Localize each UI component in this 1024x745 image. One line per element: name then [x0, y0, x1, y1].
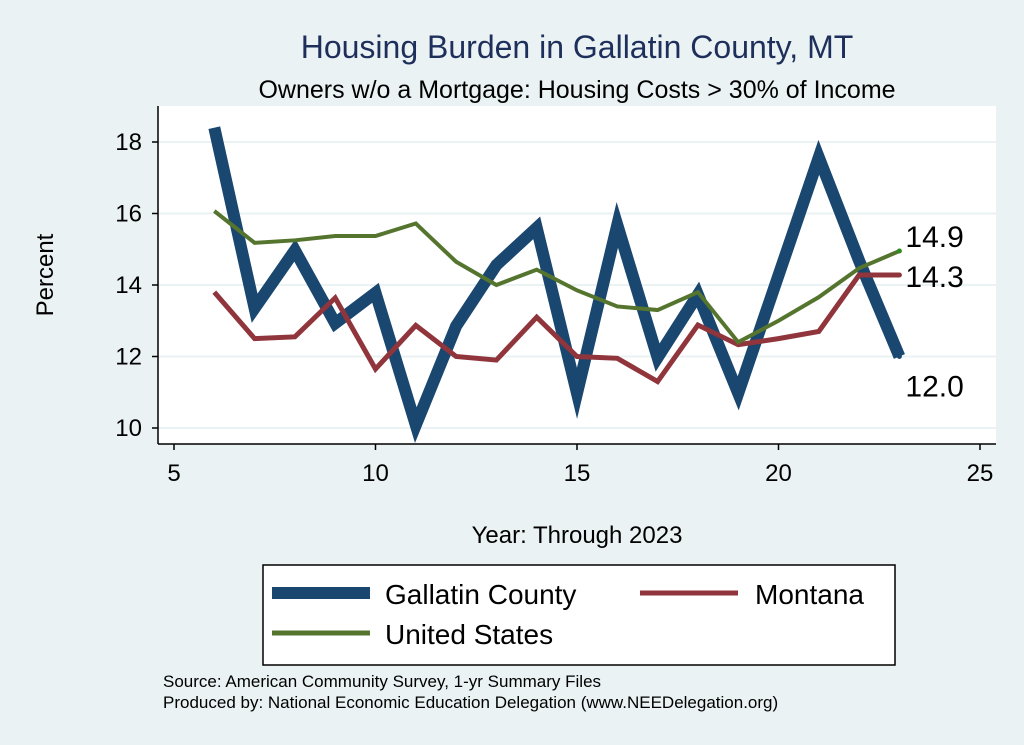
x-tick-label-20: 20 — [765, 460, 792, 487]
source-note: Source: American Community Survey, 1-yr … — [163, 672, 601, 691]
legend-box — [262, 564, 896, 666]
end-label-united-states: 14.9 — [905, 221, 963, 254]
x-axis-title: Year: Through 2023 — [472, 522, 683, 549]
produced-by-note: Produced by: National Economic Education… — [163, 693, 778, 712]
axes: 10 12 14 16 18 5 10 15 20 25 — [115, 106, 996, 487]
y-axis-title: Percent — [32, 233, 59, 316]
legend-label-montana: Montana — [755, 579, 864, 610]
legend-label-united-states: United States — [385, 619, 553, 650]
legend: Gallatin County Montana United States — [262, 564, 896, 666]
x-tick-label-10: 10 — [362, 460, 389, 487]
chart-title: Housing Burden in Gallatin County, MT — [301, 29, 854, 65]
end-point-gallatin-county — [896, 354, 902, 359]
y-tick-label-12: 12 — [115, 344, 142, 371]
end-label-montana: 14.3 — [905, 261, 963, 294]
x-tick-label-15: 15 — [564, 460, 591, 487]
end-label-gallatin-county: 12.0 — [905, 371, 963, 404]
y-tick-label-18: 18 — [115, 129, 142, 156]
series-line-gallatin-county — [208, 126, 905, 444]
end-point-united-states — [896, 248, 902, 254]
legend-label-gallatin-county: Gallatin County — [385, 579, 576, 610]
x-tick-label-5: 5 — [167, 460, 180, 487]
y-tick-label-14: 14 — [115, 272, 142, 299]
chart-subtitle: Owners w/o a Mortgage: Housing Costs > 3… — [258, 76, 895, 104]
x-tick-label-25: 25 — [967, 460, 994, 487]
series-line-united-states — [213, 209, 901, 345]
end-labels: 12.0 14.3 14.9 — [905, 221, 963, 403]
y-tick-label-16: 16 — [115, 201, 142, 228]
y-tick-label-10: 10 — [115, 415, 142, 442]
series-lines — [208, 126, 905, 444]
end-point-montana — [896, 272, 902, 278]
series-line-montana — [212, 272, 900, 385]
